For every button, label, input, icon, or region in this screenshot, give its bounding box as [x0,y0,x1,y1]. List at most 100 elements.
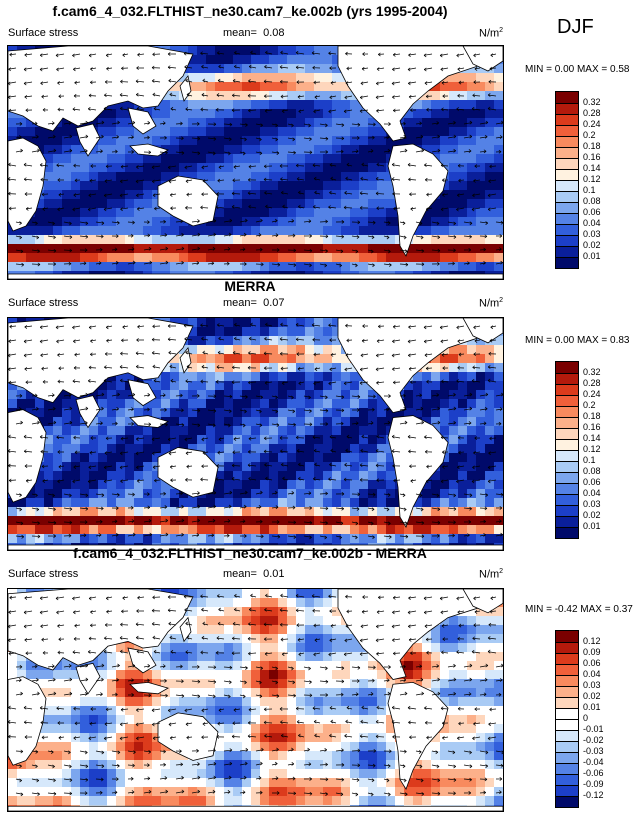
colorbar-swatch [556,439,578,450]
colorbar-tick-label: 0.06 [583,477,601,487]
colorbar-swatch [556,719,578,730]
colorbar-swatch [556,224,578,235]
stress-vectors [8,50,503,268]
colorbar-tick-label: 0.12 [583,174,601,184]
colorbar-swatch [556,202,578,213]
colorbar-tick-label: 0.2 [583,400,596,410]
colorbar-swatch [556,483,578,494]
colorbar-swatch [556,752,578,763]
colorbar-tick-label: 0 [583,713,589,723]
colorbar-tick-label: 0.08 [583,196,601,206]
colorbar-swatch [556,472,578,483]
mean-text: mean= [223,27,257,39]
variable-label: Surface stress [8,27,79,39]
colorbar-swatch [556,527,578,538]
colorbar-swatch [556,516,578,527]
colorbar-tick-label: 0.28 [583,108,601,118]
colorbar-swatch [556,774,578,785]
colorbar-swatch [556,103,578,114]
colorbar-swatch [556,92,578,103]
land-mass [387,143,449,257]
mean-label: mean= 0.07 [223,297,285,309]
colorbar-swatch [556,785,578,796]
mean-text: mean= [223,568,257,580]
units-exponent: 2 [499,297,504,304]
land-mass [462,318,503,344]
land-mass [462,46,503,72]
colorbar [555,361,579,539]
colorbar-swatch [556,406,578,417]
colorbar-tick-label: 0.01 [583,702,601,712]
colorbar-tick-label: 0.16 [583,152,601,162]
colorbar-swatch [556,686,578,697]
colorbar-tick-label: 0.24 [583,119,601,129]
colorbar-tick-label: 0.28 [583,378,601,388]
colorbar-tick-label: 0.06 [583,207,601,217]
land-mass [8,273,503,279]
colorbar-tick-label: 0.04 [583,218,601,228]
colorbar-tick-label: 0.04 [583,669,601,679]
minmax-label: MIN = 0.00 MAX = 0.58 [525,64,630,75]
colorbar-tick-label: 0.32 [583,367,601,377]
colorbar-swatch [556,428,578,439]
units-label: N/m2 [479,568,503,581]
colorbar-swatch [556,796,578,807]
map-difference [7,588,504,812]
colorbar-swatch [556,631,578,642]
stress-vectors [8,322,503,540]
colorbar-tick-label: -0.06 [583,768,604,778]
colorbar-swatch [556,664,578,675]
colorbar-tick-label: 0.08 [583,466,601,476]
land-mass [75,662,101,695]
land-mass [8,137,47,232]
colorbar-tick-label: 0.06 [583,658,601,668]
colorbar-swatch [556,708,578,719]
land-mass [179,346,192,374]
land-mass [75,123,101,157]
colorbar-tick-label: 0.12 [583,636,601,646]
colorbar-tick-label: 0.02 [583,691,601,701]
colorbar [555,630,579,808]
colorbar-swatch [556,169,578,180]
map-merra [7,317,504,551]
colorbar-tick-label: 0.03 [583,229,601,239]
colorbar-tick-label: 0.18 [583,141,601,151]
colorbar-tick-label: -0.01 [583,724,604,734]
panel-title: f.cam6_4_032.FLTHIST_ne30.cam7_ke.002b -… [73,545,427,561]
mean-value: 0.01 [263,568,285,580]
colorbar-swatch [556,136,578,147]
colorbar-swatch [556,741,578,752]
colorbar-tick-label: 0.02 [583,510,601,520]
units-base: N/m [479,297,500,310]
colorbar-tick-label: 0.09 [583,647,601,657]
colorbar-swatch [556,461,578,472]
land-mass [129,143,169,157]
land-mass [129,681,170,695]
colorbar-tick-label: -0.09 [583,779,604,789]
colorbar-swatch [556,362,578,373]
stress-vectors [8,593,503,797]
colorbar-swatch [556,494,578,505]
colorbar-swatch [556,147,578,158]
colorbar-tick-label: -0.04 [583,757,604,767]
colorbar-tick-label: 0.01 [583,521,601,531]
colorbar-tick-label: 0.14 [583,433,601,443]
colorbar-swatch [556,384,578,395]
mean-label: mean= 0.08 [223,27,285,39]
units-base: N/m [479,27,500,40]
units-base: N/m [479,568,500,581]
colorbar-tick-label: 0.01 [583,251,601,261]
variable-label: Surface stress [8,568,79,580]
colorbar-tick-label: 0.24 [583,389,601,399]
season-label: DJF [557,16,594,38]
land-mass [8,544,503,550]
colorbar-swatch [556,373,578,384]
colorbar-tick-label: 0.03 [583,499,601,509]
land-mass [8,676,47,766]
land-mass [8,409,47,503]
units-label: N/m2 [479,297,503,310]
colorbar-tick-label: 0.16 [583,422,601,432]
colorbar-swatch [556,450,578,461]
minmax-label: MIN = 0.00 MAX = 0.83 [525,335,630,346]
colorbar-swatch [556,395,578,406]
